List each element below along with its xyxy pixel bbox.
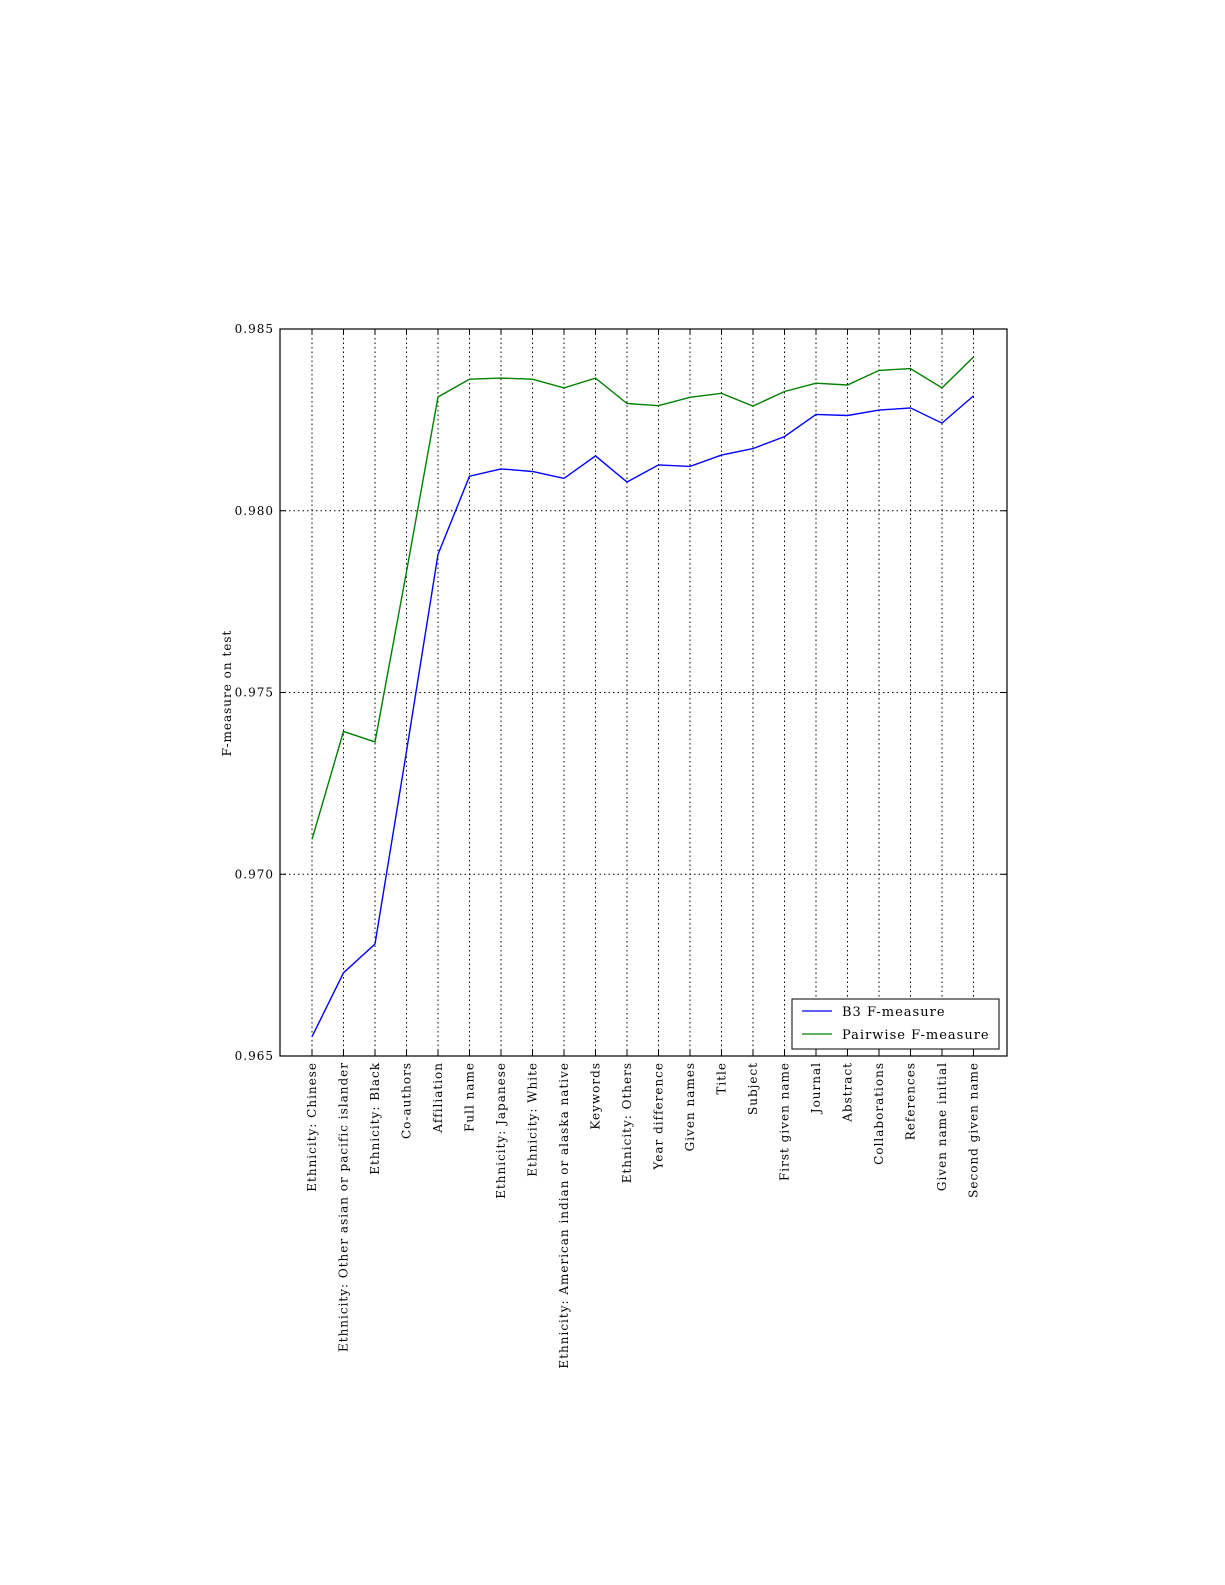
- x-tick-label: Ethnicity: Black: [368, 1062, 382, 1175]
- x-tick-label: Title: [715, 1062, 729, 1095]
- series-lines: [311, 356, 974, 1038]
- y-axis: 0.965 0.970 0.975 0.980 0.985: [235, 322, 1007, 1063]
- y-tick-label: 0.970: [235, 867, 274, 881]
- x-tick-label: Ethnicity: American indian or alaska nat…: [557, 1062, 571, 1369]
- x-tick-label: Ethnicity: White: [526, 1062, 540, 1177]
- x-tick-label: Ethnicity: Others: [620, 1062, 634, 1183]
- x-tick-label: Abstract: [841, 1062, 855, 1123]
- x-tick-label: Ethnicity: Chinese: [305, 1062, 319, 1192]
- x-tick-label: Subject: [746, 1062, 760, 1115]
- x-tick-label: Collaborations: [872, 1062, 886, 1165]
- y-tick-label: 0.985: [235, 322, 274, 336]
- y-tick-label: 0.965: [235, 1049, 274, 1063]
- x-tick-label: Keywords: [589, 1062, 603, 1130]
- x-tick-label: First given name: [778, 1062, 792, 1181]
- y-tick-label: 0.980: [235, 504, 274, 518]
- x-tick-label: Given names: [683, 1062, 697, 1151]
- series-line-b3: [311, 395, 974, 1038]
- x-tick-label: Given name initial: [935, 1062, 949, 1191]
- x-tick-label: Ethnicity: Other asian or pacific island…: [337, 1062, 351, 1352]
- legend-label-b3: B3 F-measure: [842, 1005, 946, 1020]
- legend-label-pairwise: Pairwise F-measure: [842, 1028, 990, 1043]
- legend-box: [791, 998, 1000, 1050]
- x-tick-label: Co-authors: [400, 1062, 414, 1139]
- x-tick-label: References: [904, 1062, 918, 1140]
- x-tick-label: Year difference: [652, 1062, 666, 1171]
- x-tick-label: Affiliation: [431, 1062, 445, 1134]
- x-tick-label: Journal: [809, 1062, 823, 1115]
- series-line-pairwise: [311, 356, 974, 840]
- y-axis-label: F-measure on test: [220, 630, 234, 757]
- x-tick-label: Ethnicity: Japanese: [494, 1062, 508, 1199]
- x-tick-label: Second given name: [967, 1062, 981, 1198]
- y-tick-label: 0.975: [235, 686, 274, 700]
- x-tick-label: Full name: [463, 1062, 477, 1132]
- x-axis: Ethnicity: Chinese Ethnicity: Other asian…: [305, 329, 981, 1369]
- legend: B3 F-measure Pairwise F-measure: [791, 998, 1000, 1050]
- grid: [280, 328, 1007, 1057]
